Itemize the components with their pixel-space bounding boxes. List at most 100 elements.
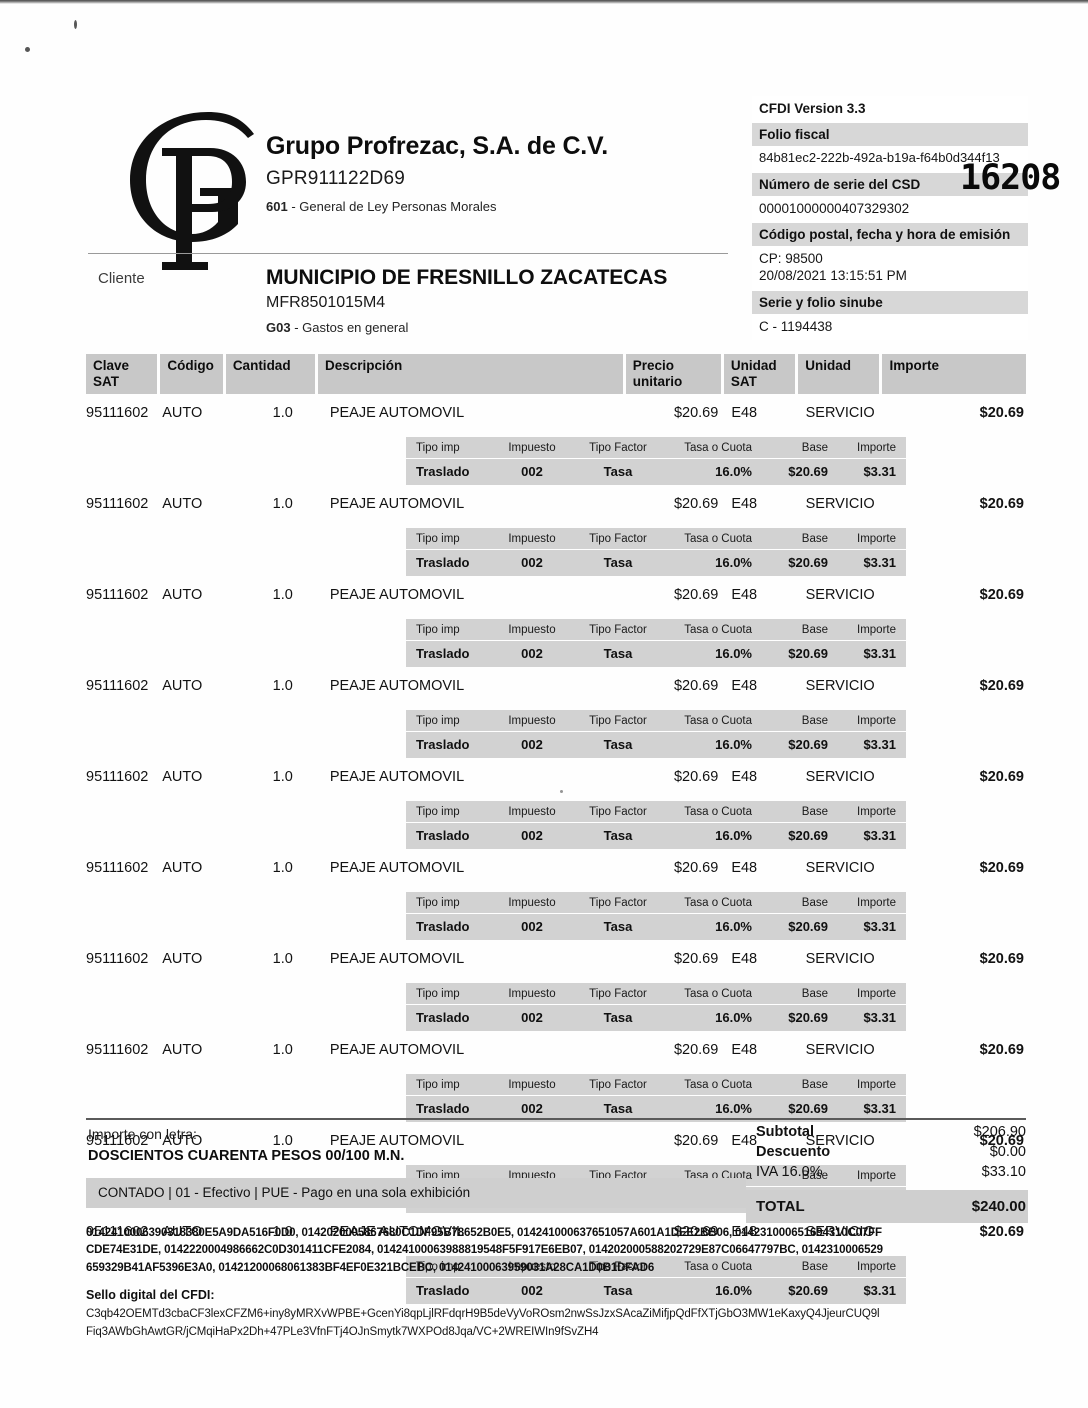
tax-header-importe: Importe (836, 983, 906, 1005)
item-clave-sat: 95111602 (86, 951, 149, 967)
descuento-value: $0.00 (989, 1144, 1026, 1160)
tax-value-tipo-imp: Traslado (416, 737, 470, 752)
tax-value-impuesto: 002 (521, 737, 543, 752)
table-row: 95111602 AUTO 1.0 PEAJE AUTOMOVIL $20.69 E48 S… (86, 1213, 1026, 1304)
totals-row-descuento: Descuento $0.00 (746, 1142, 1028, 1162)
client-use-code: G03 (266, 320, 291, 335)
tax-value-tasa-cuota: 16.0% (715, 828, 752, 843)
item-importe: $20.69 (979, 1224, 1024, 1240)
tax-value-importe: $3.31 (863, 737, 896, 752)
item-unidad: SERVICIO (805, 587, 875, 603)
tax-header-importe: Importe (836, 892, 906, 914)
postal-date-values: CP: 98500 20/08/2021 13:15:51 PM (752, 246, 1028, 290)
tax-value-tasa-cuota: 16.0% (715, 464, 752, 479)
table-row: 95111602 AUTO 1.0 PEAJE AUTOMOVIL $20.69 E48 S… (86, 940, 1026, 1031)
cfdi-version: CFDI Version 3.3 (752, 96, 1028, 123)
issuer-block: Grupo Profrezac, S.A. de C.V. GPR911122D… (266, 132, 736, 214)
tax-value-tipo-imp: Traslado (416, 1283, 470, 1298)
totals-block: Subtotal $206.90 Descuento $0.00 IVA 16.… (746, 1122, 1028, 1223)
tax-value-importe: $3.31 (863, 1101, 896, 1116)
tax-header-tipo-imp: Tipo imp (406, 710, 494, 732)
tax-subtable-row: Traslado 002 Tasa 16.0% $20.69 $3.31 (406, 823, 906, 849)
tax-value-base: $20.69 (788, 737, 828, 752)
tax-header-tipo-imp: Tipo imp (406, 1256, 494, 1278)
item-importe: $20.69 (979, 405, 1024, 421)
digital-seal-label: Sello digital del CFDI: (86, 1288, 215, 1302)
item-clave-sat: 95111602 (86, 405, 149, 421)
header-descripcion: Descripción (317, 354, 623, 394)
tax-subtable-row: Traslado 002 Tasa 16.0% $20.69 $3.31 (406, 1096, 906, 1122)
tax-subtable-header: Tipo imp Impuesto Tipo Factor Tasa o Cuota B… (406, 619, 906, 641)
item-descripcion: PEAJE AUTOMOVIL (329, 769, 465, 785)
tax-header-tipo-imp: Tipo imp (406, 1074, 494, 1096)
tax-value-impuesto: 002 (521, 555, 543, 570)
tax-value-tasa-cuota: 16.0% (715, 1283, 752, 1298)
table-row: 95111602 AUTO 1.0 PEAJE AUTOMOVIL $20.69 E48 S… (86, 1031, 1026, 1122)
certificate-numbers: 0142410006390318380E5A9DA516F0D0, 014202… (86, 1227, 883, 1274)
table-row: 95111602 AUTO 1.0 PEAJE AUTOMOVIL $20.69 E48 S… (86, 667, 1026, 758)
table-row: 95111602 AUTO 1.0 PEAJE AUTOMOVIL $20.69 E48 S… (86, 758, 1026, 849)
item-clave-sat: 95111602 (86, 1042, 149, 1058)
tax-subtable-header: Tipo imp Impuesto Tipo Factor Tasa o Cuota B… (406, 892, 906, 914)
iva-value: $33.10 (981, 1164, 1026, 1180)
tax-value-base: $20.69 (788, 464, 828, 479)
header-importe: Importe (882, 354, 1027, 394)
item-precio-unitario: $20.69 (673, 769, 719, 785)
item-cantidad: 1.0 (272, 769, 293, 785)
tax-subtable: Tipo imp Impuesto Tipo Factor Tasa o Cuota B… (406, 710, 906, 758)
line-item-row: 95111602 AUTO 1.0 PEAJE AUTOMOVIL $20.69 E48 S… (86, 576, 1026, 613)
tax-header-base: Base (762, 801, 836, 823)
item-unidad: SERVICIO (805, 1133, 875, 1149)
scan-speck (25, 47, 30, 52)
tax-header-tasa-cuota: Tasa o Cuota (666, 710, 762, 732)
item-codigo: AUTO (162, 587, 203, 603)
tax-value-tipo-factor: Tasa (603, 919, 633, 934)
tax-header-tipo-factor: Tipo Factor (570, 710, 666, 732)
tax-header-impuesto: Impuesto (494, 892, 570, 914)
tax-header-base: Base (762, 1165, 836, 1187)
item-precio-unitario: $20.69 (673, 405, 719, 421)
tax-value-tasa-cuota: 16.0% (715, 919, 752, 934)
tax-header-impuesto: Impuesto (494, 801, 570, 823)
issuer-regime: 601 - General de Ley Personas Morales (266, 199, 736, 214)
payment-terms-text: CONTADO | 01 - Efectivo | PUE - Pago en … (98, 1185, 471, 1200)
tax-value-base: $20.69 (788, 1283, 828, 1298)
item-unidad: SERVICIO (805, 496, 875, 512)
tax-header-impuesto: Impuesto (494, 983, 570, 1005)
tax-value-tasa-cuota: 16.0% (715, 737, 752, 752)
tax-value-tipo-factor: Tasa (603, 646, 633, 661)
tax-header-importe: Importe (836, 528, 906, 550)
item-unidad-sat: E48 (731, 860, 758, 876)
tax-value-tipo-factor: Tasa (603, 1283, 633, 1298)
item-unidad: SERVICIO (805, 860, 875, 876)
tax-header-tipo-imp: Tipo imp (406, 619, 494, 641)
client-block: MUNICIPIO DE FRESNILLO ZACATECAS MFR8501… (266, 266, 736, 335)
tax-value-tipo-imp: Traslado (416, 555, 470, 570)
tax-value-tipo-imp: Traslado (416, 828, 470, 843)
item-cantidad: 1.0 (272, 1224, 293, 1240)
tax-header-tasa-cuota: Tasa o Cuota (666, 528, 762, 550)
tax-value-impuesto: 002 (521, 1010, 543, 1025)
scan-speck (74, 20, 77, 29)
item-unidad: SERVICIO (805, 769, 875, 785)
line-item-row: 95111602 AUTO 1.0 PEAJE AUTOMOVIL $20.69 E48 S… (86, 849, 1026, 886)
item-unidad-sat: E48 (731, 678, 758, 694)
item-cantidad: 1.0 (272, 587, 293, 603)
item-unidad-sat: E48 (731, 769, 758, 785)
tax-value-tasa-cuota: 16.0% (715, 1010, 752, 1025)
digital-seal-value: C3qb42OEMTd3cbaCF3lexCFZM6+iny8yMRXvWPBE… (86, 1308, 880, 1339)
tax-header-base: Base (762, 528, 836, 550)
tax-value-tasa-cuota: 16.0% (715, 646, 752, 661)
tax-header-impuesto: Impuesto (494, 710, 570, 732)
item-descripcion: PEAJE AUTOMOVIL (329, 678, 465, 694)
totals-row-subtotal: Subtotal $206.90 (746, 1122, 1028, 1142)
tax-header-base: Base (762, 437, 836, 459)
amount-in-words-label: Importe con letra: (88, 1126, 197, 1142)
total-label: TOTAL (756, 1198, 805, 1215)
item-clave-sat: 95111602 (86, 860, 149, 876)
tax-header-tipo-factor: Tipo Factor (570, 437, 666, 459)
item-clave-sat: 95111602 (86, 496, 149, 512)
tax-value-tipo-imp: Traslado (416, 1101, 470, 1116)
tax-header-tipo-factor: Tipo Factor (570, 1074, 666, 1096)
tax-header-base: Base (762, 983, 836, 1005)
